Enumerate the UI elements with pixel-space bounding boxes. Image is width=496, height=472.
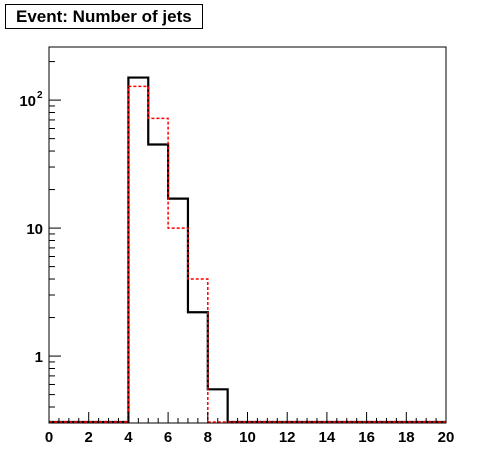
histogram-series-2: [49, 85, 446, 423]
x-tick-label: 4: [124, 429, 133, 446]
x-tick-label: 10: [239, 429, 256, 446]
x-tick-label: 16: [358, 429, 375, 446]
chart-title: Event: Number of jets: [5, 4, 203, 29]
series-layer: [49, 76, 446, 424]
x-tick-label: 20: [438, 429, 455, 446]
x-tick-label: 2: [85, 429, 93, 446]
y-tick-exponent: 2: [37, 90, 43, 101]
histogram-series-1: [49, 76, 446, 424]
x-tick-label: 8: [204, 429, 212, 446]
x-tick-label: 6: [164, 429, 172, 446]
x-tick-label: 18: [398, 429, 415, 446]
y-tick-label: 10: [26, 221, 43, 238]
x-tick-label: 0: [45, 429, 53, 446]
x-tick-label: 14: [319, 429, 336, 446]
y-tick-label: 10: [19, 93, 36, 110]
x-tick-label: 12: [279, 429, 296, 446]
y-tick-label: 1: [35, 349, 43, 366]
plot-frame: [48, 46, 447, 424]
